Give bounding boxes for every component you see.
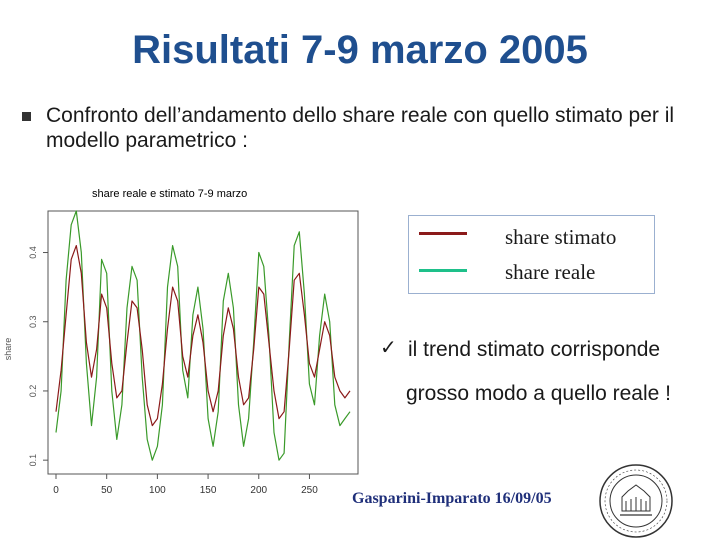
bullet-text: Confronto dell’andamento dello share rea… [46,104,675,152]
plot-frame [47,210,359,475]
x-tick-label: 100 [149,485,166,496]
series-line-reale [55,210,351,461]
x-tick-label: 0 [53,485,59,496]
x-tick-label: 200 [250,485,267,496]
y-tick-label: 0.3 [28,315,38,328]
footer-author-date: Gasparini-Imparato 16/09/05 [352,490,552,507]
note-line-1: il trend stimato corrisponde [408,338,661,361]
y-axis-label: share [3,338,13,361]
legend-line-reale [419,269,467,272]
check-icon: ✓ [380,337,397,359]
series-line-stimato [55,244,351,427]
y-tick-label: 0.4 [28,246,38,259]
note-line-2: grosso modo a quello reale ! [406,382,671,405]
x-tick-label: 150 [200,485,217,496]
legend-line-stimato [419,232,467,235]
x-tick-label: 250 [301,485,318,496]
x-tick-label: 50 [101,485,113,496]
share-line-chart: share reale e stimato 7-9 marzo 0 50 100 150… [3,188,359,496]
chart-legend: share stimato share reale [408,215,655,294]
legend-label-stimato: share stimato [505,225,617,249]
y-tick-label: 0.2 [28,385,38,398]
y-tick-label: 0.1 [28,454,38,467]
chart-title: share reale e stimato 7-9 marzo [92,188,247,200]
bullet-square-icon [22,112,31,121]
university-seal-logo [599,464,673,538]
slide-title: Risultati 7-9 marzo 2005 [132,28,588,72]
legend-label-reale: share reale [505,260,596,284]
